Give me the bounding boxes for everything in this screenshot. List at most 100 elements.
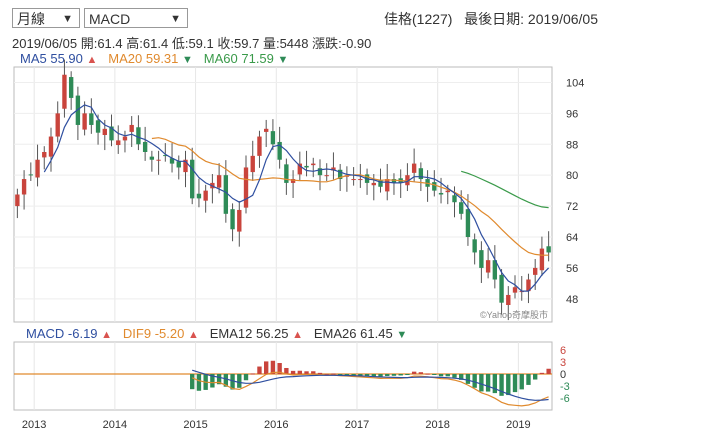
x-tick-label: 2016 [264,419,288,431]
x-tick-label: 2013 [22,419,46,431]
macd-histogram-bar [492,374,498,394]
candle-body [183,159,188,173]
macd-histogram-bar [317,372,323,374]
candle [317,159,323,191]
candle [176,155,181,180]
candle-body [418,168,424,180]
macd-legend: MACD -6.19 ▲ DIF9 -5.20 ▲ EMA12 56.25 ▲ … [26,326,407,341]
candle-body [290,179,296,183]
macd-histogram-bar [284,367,289,374]
candle-body [311,163,316,166]
macd-histogram-bar [445,374,450,377]
candle-body [270,131,276,145]
x-tick-label: 2018 [425,419,449,431]
macd-histogram-bar [411,371,417,374]
macd-histogram-bar [526,374,531,385]
candle [210,174,215,204]
candle-body [55,113,60,137]
macd-histogram-bar [371,374,376,377]
x-tick-label: 2015 [183,419,207,431]
candle [122,130,128,153]
macd-histogram-bar [459,374,464,380]
candle-body [136,127,141,145]
indicator-select[interactable]: MACD ▼ [84,8,188,28]
candle [48,127,54,172]
candle-body [445,190,450,193]
macd-histogram-bar [304,371,309,374]
candle [459,190,464,220]
candle [472,233,477,265]
open-label: 開: [80,36,98,51]
candle-body [452,195,457,203]
candle [539,236,545,277]
macd-histogram-bar [512,374,518,393]
candle-body [358,179,363,181]
macd-histogram-bar [418,372,424,374]
candle [216,163,222,194]
candle-body [15,194,20,207]
chevron-down-icon: ▼ [62,13,73,25]
macd-histogram-bar [250,373,255,375]
candle [438,177,444,204]
stock-header: 佳格(1227) 最後日期: 2019/06/05 [384,9,598,29]
change-label: 漲跌: [312,36,342,51]
macd-histogram-bar [479,374,484,392]
macd-histogram-bar [405,374,410,375]
candle [75,86,81,141]
candle [196,178,202,208]
candle-body [411,163,417,173]
candle-body [465,209,471,237]
candle [82,101,87,136]
candle-body [89,113,94,125]
x-tick-label: 2017 [345,419,369,431]
period-select[interactable]: 月線 ▼ [12,8,80,28]
candle [485,248,491,279]
candle-body [337,169,343,180]
candle [398,169,403,198]
macd-legend-item: MACD -6.19 ▲ [26,326,112,341]
candle [156,150,161,175]
macd-histogram-bar [290,370,296,374]
candle [163,143,168,162]
ema26-legend-item: EMA26 61.45 ▼ [314,326,407,341]
candle-body [169,158,175,164]
ema12-name: EMA12 [209,326,253,341]
candle [62,59,67,118]
candle [35,144,40,187]
quote-date: 2019/06/05 [12,36,78,51]
candle [136,115,141,151]
dif9-value: -5.20 [154,326,185,341]
ma60-value: 71.59 [241,51,274,66]
dif9-name: DIF9 [122,326,152,341]
candle-body [35,159,40,178]
low-label: 低: [171,36,189,51]
high-label: 高: [126,36,143,51]
candle [270,119,276,151]
price-tick-label: 72 [566,201,578,213]
candle [183,150,188,188]
arrow-down-icon: ▼ [277,54,289,66]
candle-body [499,274,504,303]
candle-body [216,175,222,188]
macd-panel-frame [13,341,553,411]
candle [405,163,410,192]
ema12-legend-item: EMA12 56.25 ▲ [210,326,303,341]
macd-tick-label: -6 [560,393,570,405]
candle [109,114,114,147]
candle [149,150,155,172]
candle [311,157,316,178]
candle-body [297,163,302,175]
candle [304,150,309,177]
candle-body [196,193,202,199]
price-tick-label: 64 [566,232,578,244]
candle-body [331,167,336,171]
candle-body [257,136,262,156]
volume-value: 5448 [279,36,309,51]
macd-signal-line [192,369,549,401]
candle-body [533,267,538,275]
macd-histogram-bar [297,370,302,374]
candle-body [506,294,511,305]
candle [203,184,208,213]
high-value: 61.4 [142,36,169,51]
